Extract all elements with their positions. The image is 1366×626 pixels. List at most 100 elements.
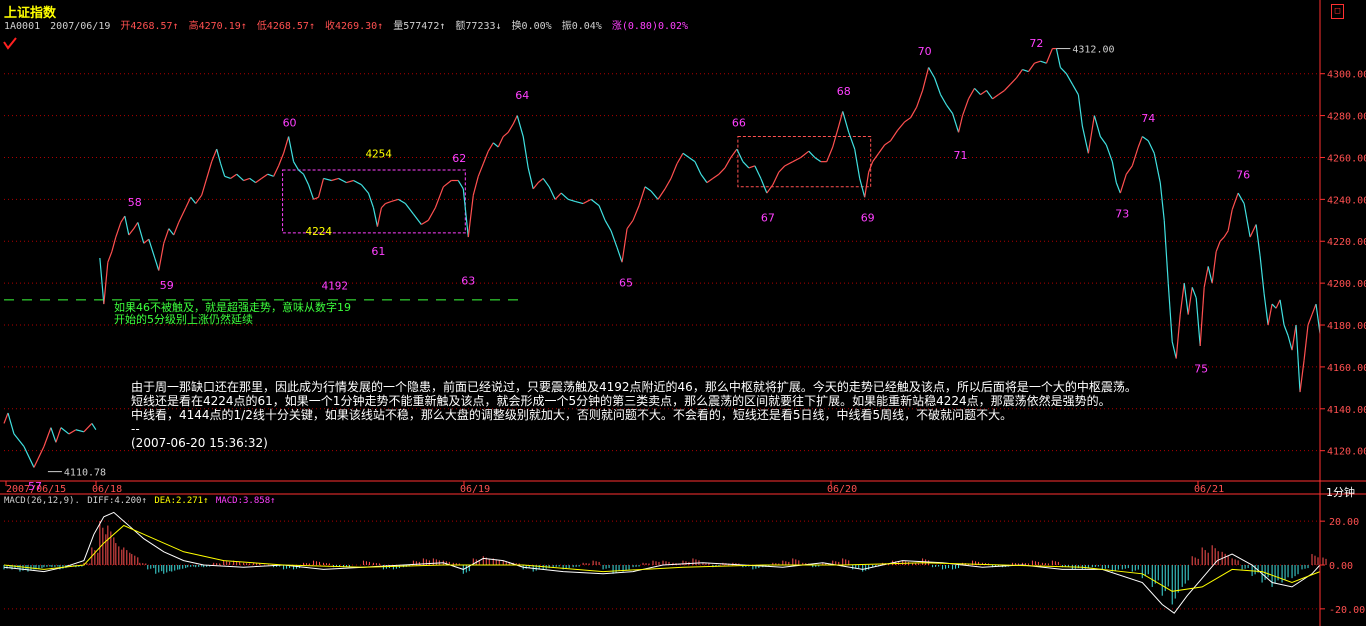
price-segment bbox=[792, 156, 802, 163]
price-segment bbox=[736, 148, 744, 162]
price-segment bbox=[980, 89, 987, 96]
price-segment bbox=[133, 222, 139, 230]
macd-header: MACD(26,12,9). DIFF:4.200↑ DEA:2.271↑ MA… bbox=[4, 496, 278, 506]
price-segment bbox=[482, 150, 489, 164]
price-segment bbox=[1211, 251, 1217, 284]
price-segment bbox=[249, 177, 256, 184]
price-segment bbox=[1131, 146, 1139, 167]
price-segment bbox=[83, 423, 93, 433]
price-segment bbox=[1125, 165, 1133, 175]
price-segment bbox=[107, 251, 113, 263]
price-segment bbox=[1263, 293, 1269, 326]
price-segment bbox=[173, 222, 180, 236]
price-segment bbox=[346, 179, 354, 184]
note-line-1: 如果46不被触及，就是超强走势，意味从数字19 bbox=[114, 301, 351, 314]
price-segment bbox=[303, 173, 310, 185]
price-segment bbox=[814, 156, 822, 163]
price-segment bbox=[201, 178, 208, 196]
price-segment bbox=[391, 198, 399, 203]
price-segment bbox=[230, 173, 237, 179]
price-segment bbox=[884, 140, 891, 146]
close-price: 收4269.30↑ bbox=[325, 21, 384, 32]
y-tick-label: 4120.00 bbox=[1327, 447, 1366, 458]
commentary-line-2: 短线还是看在4224点的61，如果一个1分钟走势不能重新触及该点，就会形成一个5… bbox=[131, 394, 1111, 408]
wave-label-71: 71 bbox=[954, 149, 968, 162]
wave-label-73: 73 bbox=[1115, 208, 1129, 221]
macd-diff: DIFF:4.200↑ bbox=[87, 496, 147, 506]
price-segment bbox=[842, 111, 850, 133]
price-segment bbox=[1199, 287, 1205, 347]
price-segment bbox=[497, 136, 504, 148]
price-segment bbox=[657, 188, 666, 200]
wave-label-65: 65 bbox=[619, 277, 633, 290]
price-segment bbox=[582, 198, 592, 205]
wave-label-64: 64 bbox=[515, 89, 529, 102]
diff-line bbox=[3, 511, 1321, 614]
price-segment bbox=[1111, 161, 1117, 183]
price-segment bbox=[75, 429, 85, 433]
price-segment bbox=[560, 192, 569, 200]
price-segment bbox=[91, 423, 97, 431]
macd-tick-label: 0.00 bbox=[1329, 561, 1353, 572]
price-segment bbox=[163, 228, 170, 244]
level-label: 4192 bbox=[322, 280, 349, 293]
price-segment bbox=[323, 177, 332, 182]
macd-tick-label: 20.00 bbox=[1329, 517, 1359, 528]
price-segment bbox=[43, 427, 52, 447]
price-segment bbox=[143, 238, 150, 244]
price-segment bbox=[412, 213, 422, 225]
price-segment bbox=[998, 89, 1005, 96]
wave-label-63: 63 bbox=[461, 275, 475, 288]
x-tick-label: 06/20 bbox=[827, 484, 857, 495]
price-segment bbox=[60, 427, 70, 435]
y-tick-label: 4140.00 bbox=[1327, 405, 1366, 416]
period-button[interactable]: 1分钟 bbox=[1326, 486, 1355, 499]
price-segment bbox=[1237, 192, 1245, 204]
price-segment bbox=[859, 178, 866, 198]
price-segment bbox=[298, 169, 304, 175]
price-segment bbox=[33, 446, 45, 468]
price-segment bbox=[1249, 224, 1257, 238]
price-segment bbox=[1267, 303, 1273, 326]
price-segment bbox=[236, 173, 245, 181]
price-segment bbox=[567, 198, 576, 203]
price-segment bbox=[255, 177, 262, 184]
price-segment bbox=[832, 125, 840, 148]
price-segment bbox=[120, 215, 126, 223]
price-segment bbox=[1105, 144, 1113, 162]
price-segment bbox=[1137, 136, 1143, 148]
price-segment bbox=[961, 98, 970, 116]
dea-line bbox=[3, 524, 1321, 592]
price-segment bbox=[616, 247, 623, 263]
price-segment bbox=[1315, 303, 1321, 334]
x-tick-label: 06/19 bbox=[460, 484, 490, 495]
price-segment bbox=[1159, 182, 1165, 221]
price-segment bbox=[111, 236, 117, 252]
wave-label-70: 70 bbox=[918, 45, 932, 58]
price-segment bbox=[178, 207, 187, 223]
price-segment bbox=[854, 148, 861, 179]
wave-label-72: 72 bbox=[1029, 37, 1043, 50]
price-segment bbox=[682, 152, 690, 158]
price-segment bbox=[604, 220, 612, 232]
price-segment bbox=[1231, 192, 1239, 211]
price-segment bbox=[890, 129, 899, 142]
level-label: 4110.78 bbox=[64, 468, 106, 479]
y-tick-label: 4160.00 bbox=[1327, 363, 1366, 374]
y-tick-label: 4260.00 bbox=[1327, 153, 1366, 164]
price-segment bbox=[1027, 62, 1035, 72]
price-segment bbox=[307, 184, 315, 200]
note-line-2: 开始的5分级别上涨仍然延续 bbox=[114, 313, 253, 326]
price-segment bbox=[273, 165, 280, 177]
price-segment bbox=[1295, 324, 1301, 393]
price-segment bbox=[848, 132, 856, 150]
wave-label-58: 58 bbox=[128, 196, 142, 209]
price-segment bbox=[287, 136, 295, 162]
low-price: 低4268.57↑ bbox=[256, 21, 315, 32]
window-close-icon[interactable]: □ bbox=[1331, 4, 1344, 19]
price-segment bbox=[1115, 182, 1121, 194]
price-segment bbox=[372, 207, 379, 227]
price-segment bbox=[1215, 241, 1221, 252]
price-segment bbox=[724, 157, 732, 169]
